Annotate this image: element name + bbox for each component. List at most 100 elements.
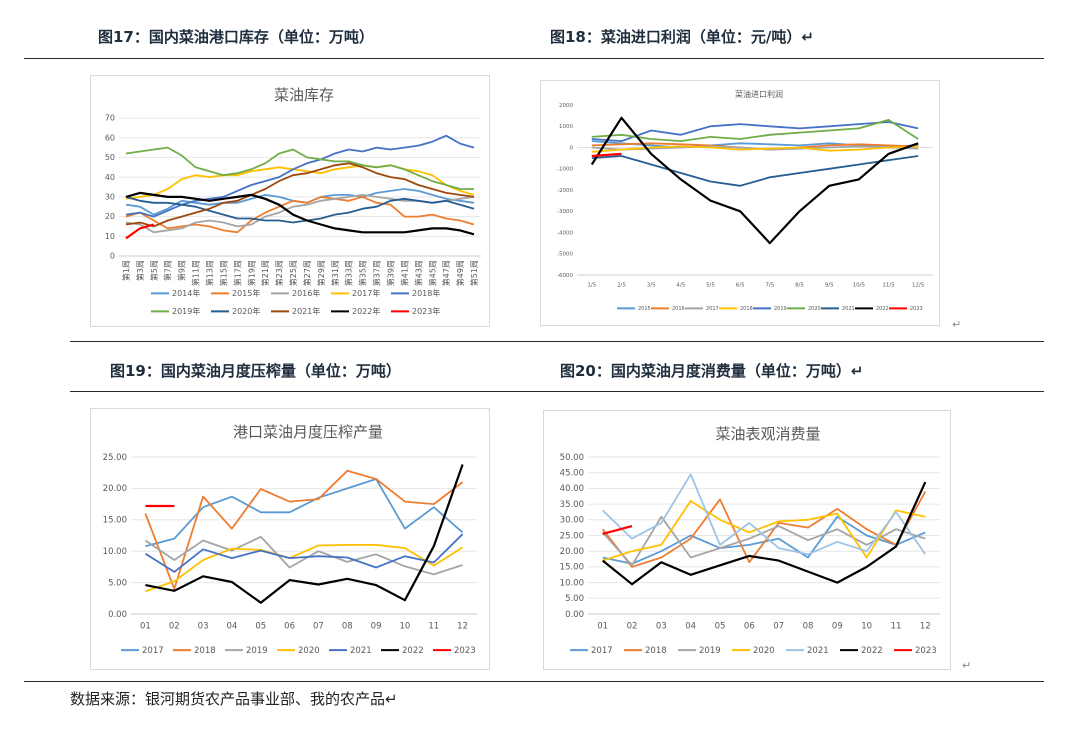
legend-label: 2022 (861, 646, 883, 656)
series-line-2019 (125, 146, 474, 190)
x-tick-label: 第15周 (218, 260, 228, 286)
legend-label: 2020 (753, 646, 775, 656)
x-tick-label: 06 (744, 622, 755, 632)
x-tick-label: 第51周 (469, 260, 479, 286)
series-line-2021 (144, 533, 464, 573)
legend-label: 2018 (645, 646, 667, 656)
data-source: 数据来源：银河期货农产品事业部、我的农产品↵ (70, 690, 398, 708)
x-tick-label: 11 (891, 622, 902, 632)
x-tick-label: 第17周 (232, 260, 242, 286)
x-tick-label: 10/5 (853, 283, 866, 289)
x-tick-label: 第35周 (358, 260, 368, 286)
series-line-2018 (144, 469, 464, 590)
legend-label: 2015年 (232, 288, 260, 298)
consumption-chart: 菜油表观消费量 0.00 5.00 10.00 15.00 20.00 25.00 30.00… (560, 425, 940, 656)
y-tick-label: 70 (105, 114, 115, 123)
x-tick-label: 4/5 (676, 283, 685, 289)
x-tick-label: 第9周 (177, 260, 187, 281)
y-tick-label: -2000 (557, 188, 573, 194)
y-tick-label: 30.00 (560, 516, 584, 526)
legend-label: 2016年 (292, 288, 320, 298)
series-line-2015 (125, 196, 475, 234)
figure-20-title: 图20：国内菜油月度消费量（单位：万吨）↵ (560, 362, 864, 380)
series-line-2015 (591, 140, 919, 149)
legend-label: 2020年 (232, 306, 260, 316)
y-tick-label: 15.00 (560, 563, 584, 573)
x-tick-label: 第39周 (386, 260, 396, 286)
crush-chart-panel: 港口菜油月度压榨产量 0.00 5.00 10.00 15.00 20.00 25.00 01… (90, 408, 490, 670)
x-tick-label: 第33周 (344, 260, 354, 286)
y-tick-label: 5.00 (565, 594, 584, 604)
profit-chart: 菜油进口利润 -6000 -5000 -4000 -3000 -2000 -1000 0 100… (557, 89, 933, 312)
mid-rule-top (70, 341, 1044, 342)
x-tick-label: 11 (428, 622, 439, 632)
return-mark: ↵ (962, 659, 972, 672)
y-tick-label: 20.00 (103, 484, 127, 494)
y-tick-label: -3000 (557, 209, 573, 215)
series-line-2022 (145, 464, 464, 604)
series-line-2023 (591, 152, 622, 158)
x-tick-label: 第3周 (135, 260, 145, 281)
y-tick-label: 0 (570, 145, 574, 151)
y-tick-label: 20.00 (560, 547, 584, 557)
y-tick-label: 30 (105, 193, 115, 202)
figure-17-title: 图17：国内菜油港口库存（单位：万吨） (98, 28, 374, 46)
legend-label: 2023年 (412, 306, 440, 316)
y-tick-label: 0.00 (565, 610, 584, 620)
series-line-2019 (591, 121, 919, 142)
x-tick-label: 第11周 (191, 260, 201, 286)
x-tick-label: 07 (313, 622, 324, 632)
series-line-2021 (602, 473, 927, 556)
x-tick-label: 第21周 (260, 260, 270, 286)
series-line-2023 (125, 223, 155, 240)
series-line-2021 (591, 155, 919, 187)
y-tick-label: 0.00 (108, 610, 127, 620)
series-line-2021 (125, 162, 475, 228)
y-tick-label: 25.00 (560, 531, 584, 541)
y-tick-label: 15.00 (103, 516, 127, 526)
chart-title: 菜油表观消费量 (715, 425, 820, 443)
y-tick-label: 50.00 (560, 453, 584, 463)
x-tick-label: 第41周 (399, 260, 409, 286)
figure-18-title: 图18：菜油进口利润（单位：元/吨）↵ (550, 28, 814, 46)
x-tick-label: 1/5 (587, 283, 596, 289)
legend-label: 2021 (842, 306, 855, 312)
x-tick-label: 8/5 (795, 283, 804, 289)
legend-label: 2023 (910, 306, 923, 312)
legend-label: 2017 (706, 306, 719, 312)
y-tick-label: 10 (105, 232, 115, 241)
y-tick-label: -1000 (557, 167, 573, 173)
x-tick-label: 06 (284, 622, 295, 632)
legend-label: 2019 (774, 306, 787, 312)
x-tick-label: 第27周 (302, 260, 312, 286)
legend-label: 2020 (298, 646, 320, 656)
x-tick-label: 第13周 (205, 260, 215, 286)
x-tick-label: 第5周 (149, 260, 159, 281)
y-tick-label: 60 (105, 133, 115, 142)
legend-label: 2023 (915, 646, 937, 656)
y-tick-label: 10.00 (103, 547, 127, 557)
x-tick-label: 02 (169, 622, 180, 632)
legend-label: 2018年 (412, 288, 440, 298)
legend-label: 2014年 (172, 288, 200, 298)
x-tick-label: 12/5 (912, 283, 925, 289)
x-tick-label: 11/5 (882, 283, 895, 289)
x-tick-label: 第25周 (288, 260, 298, 286)
x-tick-label: 第45周 (427, 260, 437, 286)
chart-title: 港口菜油月度压榨产量 (233, 423, 383, 441)
x-tick-label: 第23周 (274, 260, 284, 286)
return-mark: ↵ (952, 318, 962, 331)
chart-title: 菜油进口利润 (735, 89, 783, 99)
y-tick-label: 40 (105, 173, 115, 182)
legend-label: 2019年 (172, 306, 200, 316)
x-tick-label: 03 (656, 622, 667, 632)
consumption-chart-panel: 菜油表观消费量 0.00 5.00 10.00 15.00 20.00 25.00 30.00… (543, 410, 951, 670)
legend-label: 2023 (454, 646, 476, 656)
x-tick-label: 02 (627, 622, 638, 632)
series-line-2017 (125, 164, 475, 200)
x-tick-label: 08 (342, 622, 353, 632)
figure-19-title: 图19：国内菜油月度压榨量（单位：万吨） (110, 362, 401, 380)
legend-label: 2016 (672, 306, 685, 312)
x-tick-label: 6/5 (736, 283, 745, 289)
x-tick-label: 04 (685, 622, 696, 632)
